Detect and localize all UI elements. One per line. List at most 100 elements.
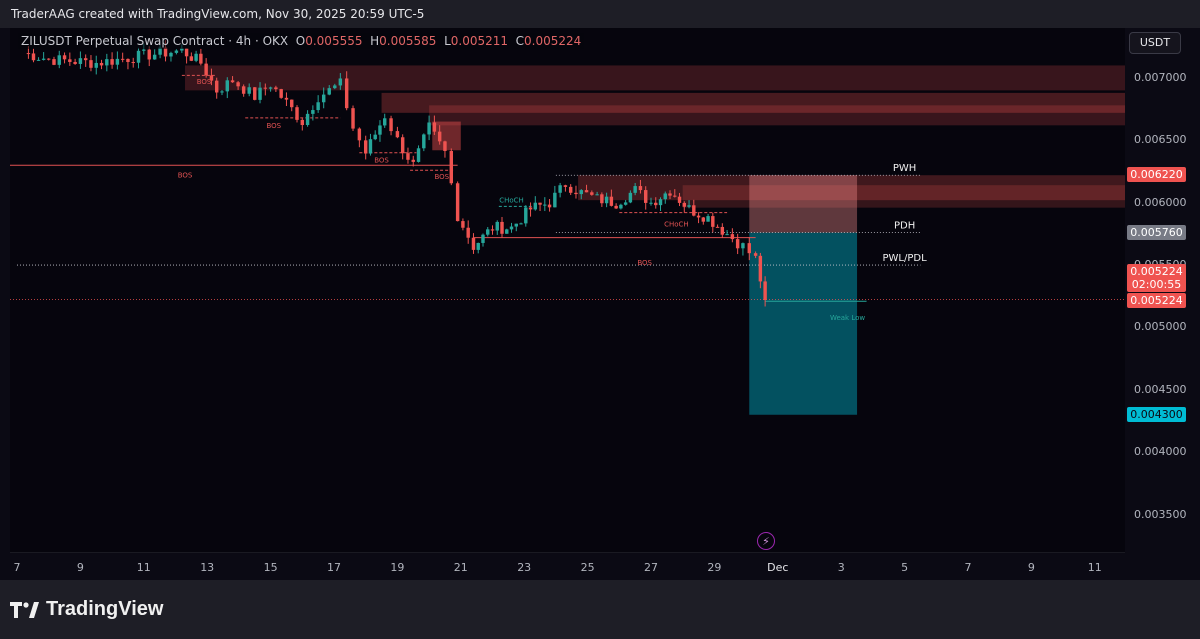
candle [677, 192, 682, 207]
lightning-icon[interactable]: ⚡ [757, 532, 775, 550]
candle-body [357, 128, 362, 141]
candle-body [279, 89, 283, 98]
time-tick-label: 21 [453, 561, 468, 574]
candle-body [147, 49, 151, 60]
candle [94, 55, 98, 75]
candle-body [619, 204, 623, 209]
candle [184, 48, 189, 64]
key-level-label: PWH [893, 163, 916, 174]
candle [706, 213, 710, 222]
tradingview-logo[interactable]: TradingView [10, 598, 163, 621]
candle-body [687, 205, 691, 207]
candle [547, 198, 552, 212]
candle [619, 203, 623, 210]
candle [214, 77, 219, 99]
candle-body [284, 97, 289, 100]
chart-area[interactable]: PWH PDH PWL/PDL BOS BOS BOS BOS BOS BOS CHoCH CHoC… [10, 28, 1125, 552]
candle [471, 233, 476, 254]
candle [363, 135, 368, 160]
candle-body [78, 58, 83, 64]
close-value: 0.005224 [524, 34, 582, 48]
candle-body [533, 202, 538, 210]
candle [389, 115, 393, 136]
candle-body [638, 186, 643, 191]
candle [62, 52, 67, 64]
candle-body [753, 253, 758, 256]
candle-body [52, 59, 56, 65]
candle [543, 197, 547, 212]
position-stop-zone [749, 175, 858, 233]
candle-body [225, 80, 229, 92]
candle [595, 191, 599, 196]
candle-body [214, 80, 219, 93]
time-tick-label: Dec [767, 561, 789, 574]
candle-body [547, 204, 552, 208]
candle [673, 189, 677, 198]
candle-body [321, 94, 326, 103]
candle-body [449, 151, 454, 184]
time-tick-label: 23 [517, 561, 532, 574]
candle-body [158, 47, 162, 55]
candle [383, 113, 387, 128]
candle-body [169, 52, 173, 57]
candle [258, 82, 262, 104]
candle [538, 202, 542, 211]
candle [316, 95, 320, 113]
candle-body [614, 205, 618, 209]
candle [633, 182, 637, 196]
position-target-zone [749, 232, 858, 415]
currency-button[interactable]: USDT [1129, 32, 1181, 54]
candle-body [558, 185, 562, 193]
candle [395, 126, 400, 139]
candle-body [519, 223, 523, 225]
candle [533, 196, 538, 211]
time-axis[interactable]: 7 9 11 13 15 17 19 21 23 25 27 29 Dec 3 5 7 9 11 [10, 552, 1125, 581]
candle-body [437, 131, 442, 142]
candle-body [574, 192, 578, 195]
candle [495, 220, 499, 235]
candle-body [316, 102, 320, 111]
price-tick-label: 0.004000 [1134, 445, 1187, 459]
candle [730, 228, 735, 243]
candle-body [311, 110, 315, 114]
candle-body [327, 88, 331, 95]
price-axis[interactable]: 0.0070000.0065000.0060000.0055000.005000… [1125, 28, 1200, 552]
candle [241, 84, 246, 97]
time-tick-label: 17 [327, 561, 341, 574]
candle [505, 228, 509, 234]
candle-body [258, 87, 262, 100]
candle-body [344, 78, 349, 109]
candle [449, 148, 454, 186]
candle-body [274, 87, 278, 90]
candle [461, 218, 465, 231]
candle-body [184, 48, 189, 57]
candle [558, 182, 562, 198]
candle [422, 133, 426, 152]
candle-body [725, 234, 729, 236]
candle [563, 184, 568, 192]
candle-body [36, 59, 41, 61]
candle-body [194, 53, 198, 61]
supply-zone [185, 65, 1125, 91]
symbol-name[interactable]: ZILUSDT Perpetual Swap Contract [21, 34, 225, 48]
price-chart[interactable]: PWH PDH PWL/PDL BOS BOS BOS BOS BOS BOS CHoCH CHoC… [10, 28, 1125, 552]
candle [481, 233, 485, 247]
candle [333, 83, 337, 90]
candle-body [649, 202, 653, 204]
structure-label: CHoCH [664, 220, 689, 228]
candle-body [99, 62, 104, 66]
candle [373, 130, 377, 141]
candle-body [62, 55, 67, 60]
candle [715, 224, 720, 228]
candle-body [253, 87, 257, 100]
candle [31, 48, 36, 63]
candle-body [142, 49, 146, 51]
candle-body [461, 221, 465, 228]
interval[interactable]: 4h [235, 34, 252, 48]
candle [274, 85, 278, 93]
time-tick-label: 13 [200, 561, 215, 574]
candle [120, 52, 125, 63]
candle [136, 47, 141, 69]
candle [236, 81, 240, 90]
candle [735, 233, 740, 255]
